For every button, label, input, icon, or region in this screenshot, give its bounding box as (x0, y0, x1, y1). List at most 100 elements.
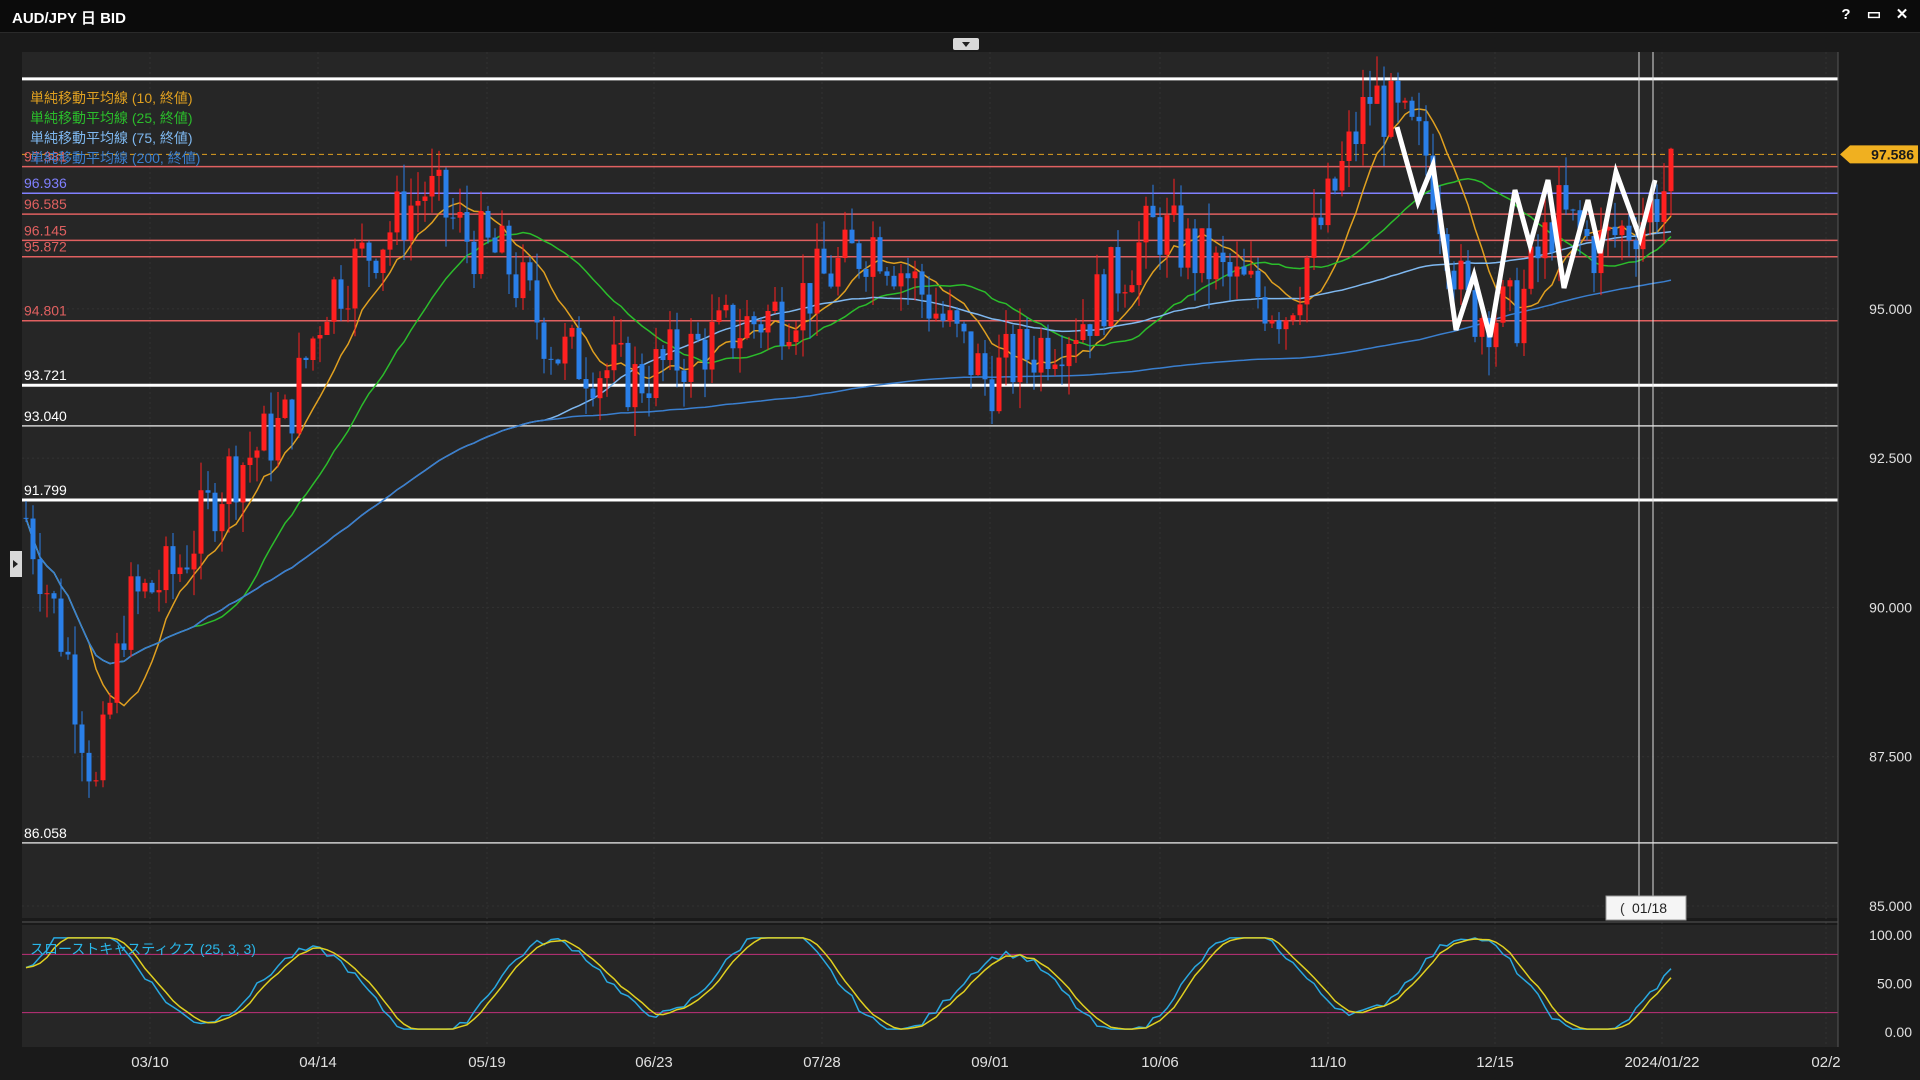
candle-body (1605, 226, 1611, 231)
candle-body (870, 237, 876, 277)
w-pattern-drawing (1394, 126, 1658, 338)
candle-body (1171, 205, 1177, 216)
candle-body (1591, 236, 1597, 274)
candle-body (1346, 131, 1352, 161)
candle-body (1423, 121, 1429, 156)
side-expand-arrow[interactable] (10, 551, 22, 577)
window-titlebar: AUD/JPY 日 BID ? ▭ ✕ (0, 0, 1920, 33)
current-price-label: 97.586 (1871, 146, 1914, 162)
candle-body (1500, 286, 1506, 323)
candle-body (996, 357, 1002, 412)
candle-body (387, 232, 393, 250)
candle-body (23, 517, 29, 519)
candle-body (142, 582, 148, 592)
candle-body (1318, 217, 1324, 226)
candle-body (1080, 324, 1086, 340)
candle-body (1185, 228, 1191, 268)
candle-body (688, 333, 694, 382)
candle-body (737, 338, 743, 349)
candle-body (1248, 270, 1254, 275)
candle-body (394, 191, 400, 233)
stochastic-line (25, 937, 1672, 1030)
candle-body (408, 205, 414, 241)
candle-body (975, 353, 981, 376)
candle-body (618, 342, 624, 345)
candle-body (345, 308, 351, 310)
candle-body (72, 654, 78, 725)
candle-body (513, 274, 519, 299)
candle-body (744, 316, 750, 339)
candle-body (1220, 252, 1226, 263)
stoch-y-tick: 0.00 (1885, 1024, 1912, 1040)
candle-body (681, 370, 687, 382)
candle-body (1339, 160, 1345, 191)
candle-body (779, 301, 785, 347)
candle-body (240, 465, 246, 503)
candle-body (527, 262, 533, 281)
candle-body (1241, 266, 1247, 275)
candle-body (184, 567, 190, 570)
candle-body (65, 651, 71, 655)
candle-body (1514, 280, 1520, 344)
candle-body (667, 329, 673, 361)
candle-body (1654, 199, 1660, 222)
close-button[interactable]: ✕ (1895, 6, 1909, 23)
price-panel-bg (22, 52, 1838, 918)
candle-body (156, 590, 162, 593)
candle-body (576, 327, 582, 380)
candle-body (1577, 210, 1583, 230)
candle-body (793, 330, 799, 342)
candle-body (1283, 320, 1289, 330)
candle-body (1507, 280, 1513, 287)
candle-body (982, 353, 988, 380)
candle-body (268, 413, 274, 461)
candle-body (30, 518, 36, 560)
candle-body (352, 248, 358, 309)
sma-line (25, 279, 1672, 665)
current-price-tag (1840, 145, 1918, 164)
axes: 03/10 04/14 05/19 06/23 07/28 09/01 10/06 11/10… (22, 52, 1918, 1071)
candle-body (1003, 333, 1009, 358)
candle-body (1031, 359, 1037, 373)
candle-body (177, 567, 183, 575)
stochastic-legend: スローストキャスティクス (25, 3, 3) (30, 941, 256, 957)
candle-body (1017, 329, 1023, 383)
x-tick-label: 05/19 (468, 1054, 506, 1071)
candle-body (1528, 246, 1534, 289)
maximize-button[interactable]: ▭ (1866, 6, 1882, 23)
candle-body (695, 333, 701, 340)
candle-body (128, 576, 134, 650)
candle-body (912, 271, 918, 279)
collapse-toggle[interactable] (953, 38, 979, 50)
candle-body (317, 335, 323, 339)
candle-body (471, 241, 477, 275)
candle-body (254, 450, 260, 458)
candle-body (800, 283, 806, 331)
candle-body (1066, 344, 1072, 367)
candle-body (625, 342, 631, 408)
candle-body (898, 273, 904, 287)
candle-body (1563, 185, 1569, 210)
candle-body (1178, 205, 1184, 268)
help-button[interactable]: ? (1841, 6, 1851, 23)
candle-body (1297, 304, 1303, 316)
candle-body (583, 379, 589, 389)
level-label: 96.936 (24, 175, 67, 191)
candle-body (296, 357, 302, 434)
candle-body (1458, 260, 1464, 290)
candle-body (632, 364, 638, 408)
candle-body (1465, 260, 1471, 291)
candle-body (1395, 80, 1401, 103)
candle-body (1024, 329, 1030, 360)
candle-body (86, 752, 92, 782)
candle-body (569, 327, 575, 337)
candle-body (541, 322, 547, 359)
candle-body (331, 279, 337, 322)
candle-body (933, 313, 939, 319)
candle-body (79, 724, 85, 753)
candle-body (1073, 339, 1079, 345)
candle-body (611, 344, 617, 371)
candle-body (450, 217, 456, 219)
